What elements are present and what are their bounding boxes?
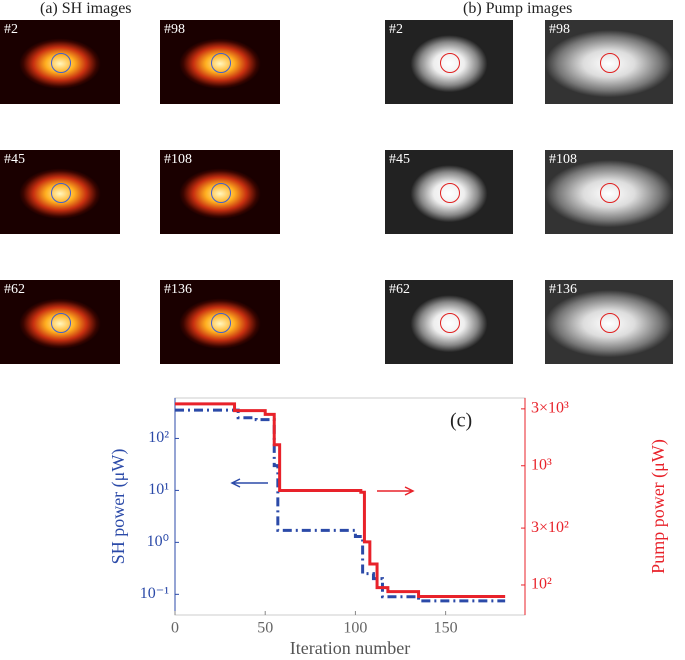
pump-image: #45 — [385, 150, 513, 234]
annotation: (c) — [450, 410, 472, 432]
image-label: #108 — [549, 152, 577, 167]
pump-image: #2 — [385, 20, 513, 104]
target-circle — [440, 313, 460, 333]
image-label: #2 — [4, 22, 18, 37]
x-tick-label: 150 — [434, 620, 458, 637]
arrow — [377, 486, 415, 496]
y2-tick-label: 10³ — [531, 456, 552, 473]
target-circle — [51, 183, 71, 203]
image-label: #98 — [549, 22, 570, 37]
image-label: #2 — [389, 22, 403, 37]
image-label: #62 — [4, 282, 25, 297]
y-tick-label: 10² — [148, 429, 169, 446]
image-label: #108 — [164, 152, 192, 167]
sh-image: #108 — [160, 150, 280, 234]
image-label: #45 — [389, 152, 410, 167]
target-circle — [600, 313, 620, 333]
target-circle — [211, 313, 231, 333]
y-axis-label: SH power (μW) — [108, 449, 129, 565]
y2-tick-label: 3×10² — [531, 519, 569, 536]
sh-image: #2 — [0, 20, 120, 104]
image-label: #136 — [549, 282, 577, 297]
y-tick-label: 10¹ — [148, 481, 169, 498]
series-line — [175, 408, 506, 603]
panel-title: (a) SH images — [40, 0, 132, 17]
target-circle — [211, 53, 231, 73]
plot-frame — [174, 397, 526, 616]
y-tick-label: 10⁻¹ — [140, 585, 169, 602]
target-circle — [51, 53, 71, 73]
image-label: #45 — [4, 152, 25, 167]
pump-image: #62 — [385, 280, 513, 364]
pump-image: #136 — [545, 280, 673, 364]
target-circle — [51, 313, 71, 333]
image-label: #136 — [164, 282, 192, 297]
sh-image: #62 — [0, 280, 120, 364]
pump-image: #108 — [545, 150, 673, 234]
x-axis-label: Iteration number — [290, 638, 410, 658]
y2-tick-label: 10² — [531, 576, 552, 593]
panel-title: (b) Pump images — [463, 0, 573, 17]
pump-image: #98 — [545, 20, 673, 104]
x-tick-label: 100 — [343, 620, 367, 637]
target-circle — [211, 183, 231, 203]
image-label: #98 — [164, 22, 185, 37]
sh-image: #45 — [0, 150, 120, 234]
x-tick-label: 50 — [257, 620, 273, 637]
image-label: #62 — [389, 282, 410, 297]
target-circle — [600, 53, 620, 73]
arrow — [230, 478, 268, 488]
y2-tick-label: 3×10³ — [531, 400, 569, 417]
series-line — [175, 402, 506, 599]
target-circle — [440, 183, 460, 203]
target-circle — [440, 53, 460, 73]
x-tick-label: 0 — [171, 620, 179, 637]
sh-image: #136 — [160, 280, 280, 364]
y2-axis-label: Pump power (μW) — [648, 439, 669, 574]
target-circle — [600, 183, 620, 203]
sh-image: #98 — [160, 20, 280, 104]
y-tick-label: 10⁰ — [147, 533, 169, 550]
